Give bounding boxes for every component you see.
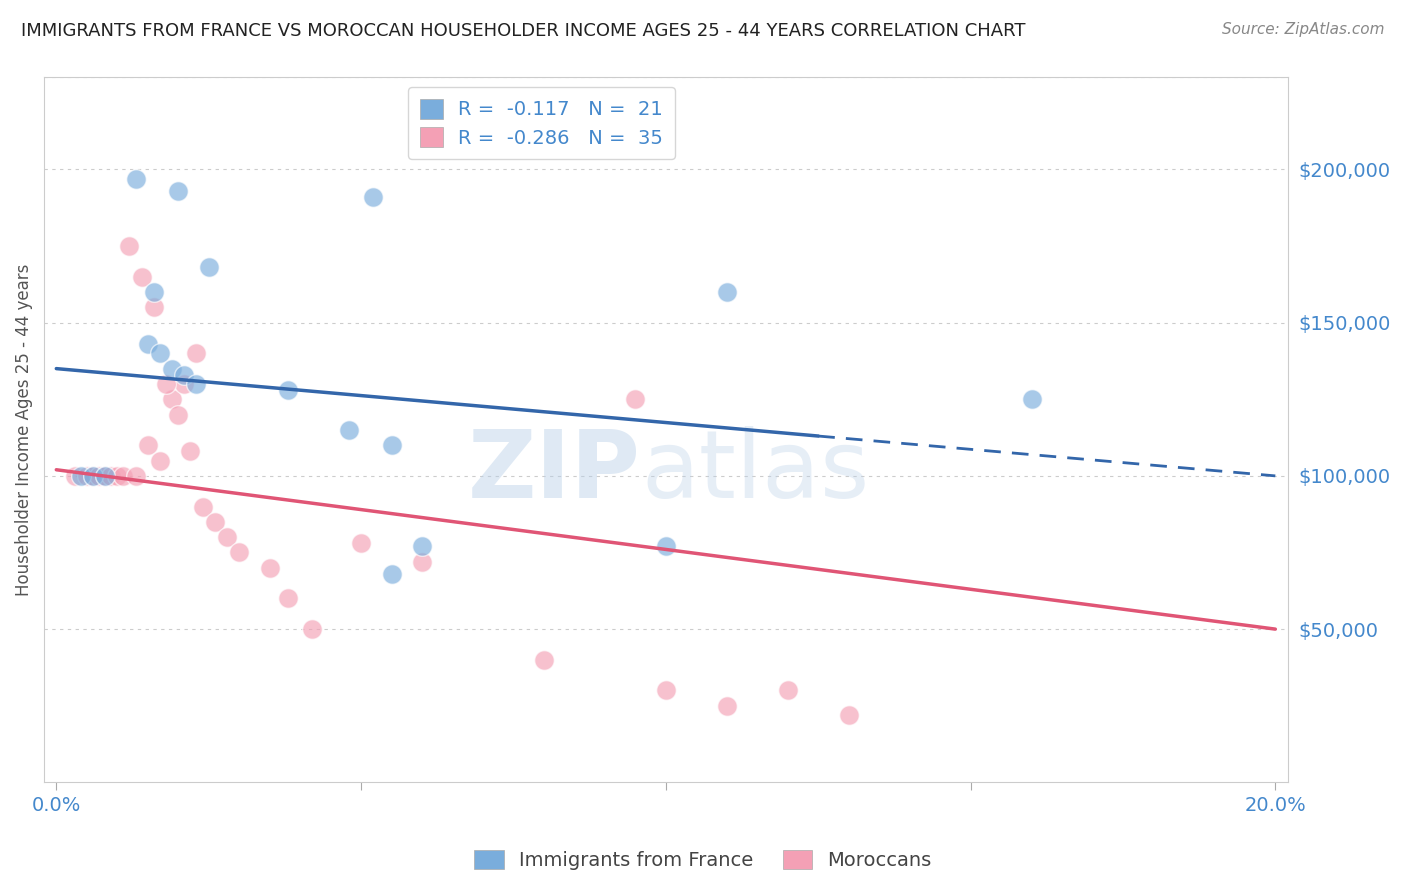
Text: atlas: atlas [641, 426, 869, 518]
Text: ZIP: ZIP [468, 426, 641, 518]
Text: IMMIGRANTS FROM FRANCE VS MOROCCAN HOUSEHOLDER INCOME AGES 25 - 44 YEARS CORRELA: IMMIGRANTS FROM FRANCE VS MOROCCAN HOUSE… [21, 22, 1025, 40]
Point [118, 239, 141, 253]
Point [136, 438, 159, 452]
Point [259, 561, 281, 575]
Point [94, 468, 117, 483]
Point [105, 468, 128, 483]
Point [228, 545, 250, 559]
Point [76, 468, 98, 483]
Point [167, 408, 190, 422]
Point [82, 468, 104, 483]
Point [624, 392, 647, 407]
Point [350, 536, 373, 550]
Point [149, 346, 172, 360]
Text: Source: ZipAtlas.com: Source: ZipAtlas.com [1222, 22, 1385, 37]
Point [155, 376, 177, 391]
Point [1021, 392, 1043, 407]
Point [411, 555, 433, 569]
Point [136, 337, 159, 351]
Point [142, 301, 165, 315]
Point [361, 190, 384, 204]
Point [411, 540, 433, 554]
Point [179, 444, 201, 458]
Point [716, 285, 738, 299]
Point [186, 376, 208, 391]
Point [167, 184, 190, 198]
Point [197, 260, 219, 275]
Point [301, 622, 323, 636]
Point [160, 392, 183, 407]
Point [173, 376, 195, 391]
Point [69, 468, 91, 483]
Legend: Immigrants from France, Moroccans: Immigrants from France, Moroccans [467, 842, 939, 878]
Point [100, 468, 122, 483]
Point [277, 591, 299, 606]
Point [776, 683, 799, 698]
Point [380, 566, 402, 581]
Point [204, 515, 226, 529]
Point [94, 468, 117, 483]
Point [63, 468, 86, 483]
Point [112, 468, 135, 483]
Point [173, 368, 195, 382]
Point [149, 453, 172, 467]
Point [655, 540, 678, 554]
Y-axis label: Householder Income Ages 25 - 44 years: Householder Income Ages 25 - 44 years [15, 264, 32, 596]
Point [215, 530, 238, 544]
Point [191, 500, 214, 514]
Point [87, 468, 110, 483]
Point [160, 361, 183, 376]
Point [82, 468, 104, 483]
Point [655, 683, 678, 698]
Point [124, 468, 146, 483]
Point [131, 269, 153, 284]
Legend: R =  -0.117   N =  21, R =  -0.286   N =  35: R = -0.117 N = 21, R = -0.286 N = 35 [408, 87, 675, 160]
Point [838, 707, 860, 722]
Point [142, 285, 165, 299]
Point [186, 346, 208, 360]
Point [337, 423, 360, 437]
Point [380, 438, 402, 452]
Point [277, 383, 299, 397]
Point [716, 698, 738, 713]
Point [124, 171, 146, 186]
Point [533, 653, 555, 667]
